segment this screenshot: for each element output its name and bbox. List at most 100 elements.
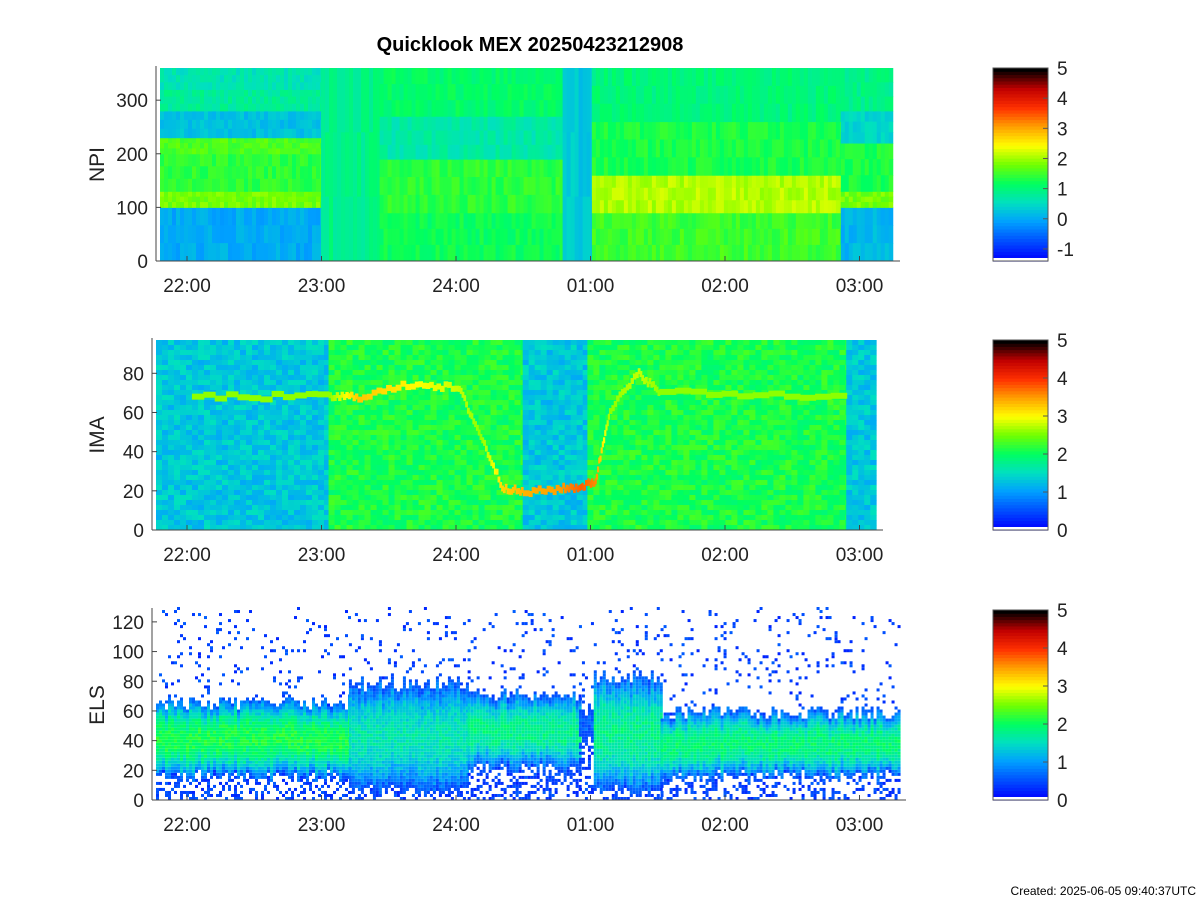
heatmap-cell — [312, 82, 317, 90]
heatmap-cell — [252, 495, 259, 501]
heatmap-cell — [186, 360, 193, 366]
heatmap-cell — [479, 100, 485, 117]
heatmap-cell — [168, 445, 175, 451]
heatmap-cell — [294, 380, 301, 386]
heatmap-cell — [448, 485, 455, 491]
colorbar-swatch — [993, 68, 1048, 72]
heatmap-cell — [192, 143, 197, 149]
heatmap-cell — [276, 425, 283, 431]
heatmap-cell — [611, 187, 617, 201]
heatmap-cell — [346, 490, 353, 496]
heatmap-cell — [192, 485, 199, 491]
heatmap-cell — [296, 128, 301, 139]
heatmap-cell — [200, 68, 205, 76]
heatmap-cell — [551, 100, 557, 117]
colorbar-swatch — [993, 244, 1048, 249]
heatmap-cell — [747, 200, 753, 214]
heatmap-cell — [198, 385, 205, 391]
heatmap-cell — [186, 525, 193, 531]
heatmap-cell — [490, 430, 497, 436]
heatmap-cell — [208, 153, 213, 167]
heatmap-cell — [454, 350, 461, 356]
heatmap-cell — [671, 139, 677, 158]
heatmap-cell — [258, 445, 265, 451]
heatmap-cell — [711, 139, 717, 158]
heatmap-cell — [503, 84, 509, 101]
heatmap-cell — [312, 475, 319, 481]
heatmap-cell — [623, 200, 629, 214]
heatmap-cell — [430, 370, 437, 376]
heatmap-cell — [349, 132, 354, 198]
heatmap-cell — [487, 159, 493, 178]
heatmap-cell — [411, 116, 417, 132]
heatmap-cell — [508, 510, 515, 516]
heatmap-cell — [210, 385, 217, 391]
heatmap-cell — [244, 153, 249, 167]
heatmap-cell — [383, 244, 389, 262]
heatmap-cell — [328, 410, 335, 416]
heatmap-cell — [884, 196, 890, 203]
heatmap-cell — [208, 178, 213, 192]
heatmap-cell — [204, 225, 209, 244]
heatmap-cell — [715, 157, 721, 176]
heatmap-cell — [236, 89, 241, 98]
heatmap-cell — [566, 196, 572, 262]
heatmap-cell — [186, 490, 193, 496]
heatmap-cell — [272, 207, 277, 226]
heatmap-cell — [459, 159, 465, 178]
heatmap-cell — [823, 200, 829, 214]
heatmap-cell — [284, 96, 289, 105]
heatmap-cell — [472, 360, 479, 366]
heatmap-cell — [328, 455, 335, 461]
heatmap-cell — [559, 84, 565, 101]
heatmap-cell — [460, 385, 467, 391]
heatmap-cell — [168, 370, 175, 376]
heatmap-cell — [276, 370, 283, 376]
heatmap-cell — [691, 121, 697, 140]
heatmap-cell — [484, 405, 491, 411]
heatmap-cell — [418, 460, 425, 466]
heatmap-cell — [515, 144, 521, 160]
heatmap-cell — [294, 420, 301, 426]
heatmap-cell — [284, 75, 289, 83]
heatmap-cell — [352, 525, 359, 531]
heatmap-cell — [435, 244, 441, 262]
heatmap-cell — [578, 132, 584, 198]
heatmap-cell — [599, 212, 605, 230]
heatmap-cell — [503, 244, 509, 262]
heatmap-cell — [394, 480, 401, 486]
heatmap-cell — [502, 435, 509, 441]
heatmap-cell — [655, 68, 661, 87]
heatmap-cell — [391, 212, 397, 230]
heatmap-cell — [376, 440, 383, 446]
heatmap-cell — [795, 244, 801, 262]
heatmap-cell — [318, 520, 325, 526]
heatmap-cell — [687, 212, 693, 230]
heatmap-cell — [435, 144, 441, 160]
heatmap-cell — [324, 500, 331, 506]
heatmap-cell — [240, 390, 247, 396]
heatmap-cell — [466, 340, 473, 346]
heatmap-cell — [264, 465, 271, 471]
heatmap-cell — [562, 68, 568, 133]
heatmap-cell — [352, 340, 359, 346]
heatmap-cell — [288, 455, 295, 461]
heatmap-cell — [318, 370, 325, 376]
heatmap-cell — [723, 187, 729, 201]
heatmap-cell — [627, 139, 633, 158]
heatmap-cell — [296, 178, 301, 192]
heatmap-cell — [715, 121, 721, 140]
heatmap-cell — [771, 175, 777, 189]
heatmap-cell — [418, 400, 425, 406]
heatmap-cell — [522, 450, 530, 456]
heatmap-cell — [412, 495, 419, 501]
heatmap-cell — [635, 244, 641, 262]
heatmap-cell — [172, 137, 177, 144]
heatmap-cell — [743, 121, 749, 140]
heatmap-cell — [663, 212, 669, 230]
heatmap-cell — [406, 505, 413, 511]
heatmap-cell — [184, 75, 189, 83]
heatmap-cell — [868, 143, 874, 160]
heatmap-cell — [246, 460, 253, 466]
heatmap-cell — [791, 68, 797, 87]
